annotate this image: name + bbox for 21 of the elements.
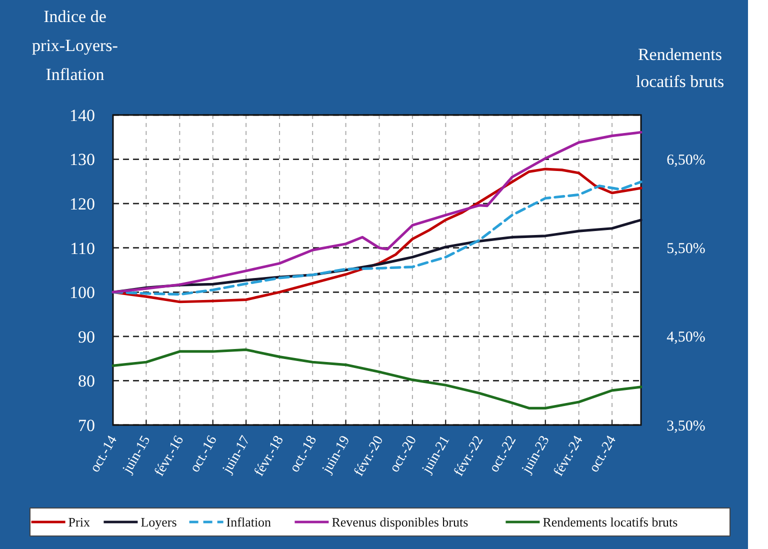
- y-tick-label: 120: [70, 194, 95, 214]
- y-tick-label: 90: [78, 327, 95, 346]
- y2-axis-title: Rendements locatifs bruts: [636, 45, 724, 91]
- legend-label: Inflation: [226, 514, 272, 530]
- line-series: [112, 130, 642, 294]
- y-tick-label: 140: [70, 106, 95, 125]
- legend-label: Revenus disponibles bruts: [332, 514, 468, 530]
- y-tick-label: 70: [78, 416, 95, 435]
- legend-label: Prix: [68, 514, 90, 530]
- y-tick-label: 110: [70, 238, 95, 258]
- y2-tick-label: 6,50%: [666, 152, 706, 169]
- y-tick-label: 130: [70, 150, 95, 170]
- y-tick-label: 80: [78, 372, 95, 391]
- y-tick-label: 100: [70, 283, 95, 302]
- y2-tick-label: 5,50%: [666, 241, 706, 258]
- legend-label: Loyers: [140, 514, 177, 530]
- y2-tick-label: 4,50%: [666, 330, 706, 346]
- y2-tick-label: 3,50%: [666, 418, 706, 434]
- line-series: [112, 348, 642, 410]
- y-axis-title: Indice de prix-Loyers-Inflation: [32, 7, 118, 84]
- legend-label: Rendements locatifs bruts: [542, 514, 678, 530]
